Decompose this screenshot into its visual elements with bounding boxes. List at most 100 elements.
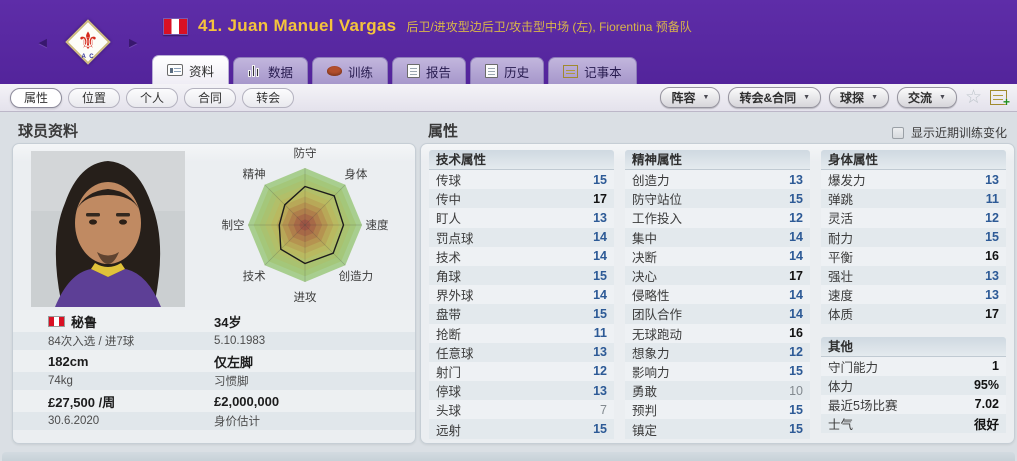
attribute-label: 平衡 <box>828 250 854 265</box>
attribute-label: 弹跳 <box>828 193 854 208</box>
subtab-pill[interactable]: 个人 <box>126 87 179 108</box>
tab-label: 报告 <box>426 65 452 80</box>
attribute-row: 影响力 15 <box>625 361 810 382</box>
attribute-label: 体质 <box>828 308 854 323</box>
attribute-value: 12 <box>593 364 607 379</box>
technical-attributes-column: 技术属性 传球 15 传中 17 盯人 13 罚点球 14 <box>429 150 614 439</box>
player-info-row: 84次入选 / 进7球 5.10.1983 <box>13 332 415 350</box>
attribute-value: 15 <box>789 402 803 417</box>
attribute-row: 镇定 15 <box>625 419 810 439</box>
chevron-down-icon: ▼ <box>939 94 946 101</box>
subtab-pill[interactable]: 合同 <box>184 87 237 108</box>
attribute-row: 罚点球 14 <box>429 227 614 247</box>
back-arrow-icon[interactable]: ◀ <box>38 36 47 49</box>
attribute-value: 13 <box>789 172 803 187</box>
attribute-label: 守门能力 <box>828 360 879 375</box>
action-button[interactable]: 转会&合同 ▼ <box>728 87 822 108</box>
info-right-value: 仅左脚 <box>214 354 254 370</box>
attribute-row: 头球 7 <box>429 400 614 420</box>
action-button[interactable]: 交流 ▼ <box>897 87 957 108</box>
subtab-label: 属性 <box>24 91 49 105</box>
attributes-panel: 技术属性 传球 15 传中 17 盯人 13 罚点球 14 <box>420 143 1015 444</box>
radar-axis-label: 制空 <box>221 220 245 232</box>
attribute-value: 1 <box>992 359 999 374</box>
info-left-value: 182cm <box>48 353 89 369</box>
action-button-label: 交流 <box>908 91 933 105</box>
subtab-pill[interactable]: 转会 <box>242 87 295 108</box>
attribute-label: 影响力 <box>632 365 670 380</box>
main-tab[interactable]: 数据 <box>233 57 309 84</box>
attribute-row: 传球 15 <box>429 170 614 190</box>
mental-attributes-column: 精神属性 创造力 13 防守站位 15 工作投入 12 集中 14 <box>625 150 810 439</box>
attribute-row: 想象力 12 <box>625 342 810 362</box>
info-left-value: 84次入选 / 进7球 <box>48 336 135 348</box>
attribute-value: 11 <box>593 326 607 341</box>
attribute-value: 14 <box>789 306 803 321</box>
radar-axis-label: 身体 <box>344 169 368 182</box>
attribute-row: 侵略性 14 <box>625 285 810 305</box>
main-tab[interactable]: 历史 <box>470 57 545 84</box>
attribute-value: 12 <box>789 210 803 225</box>
attribute-row: 耐力 15 <box>821 227 1006 247</box>
attribute-label: 任意球 <box>436 346 474 361</box>
attribute-value: 13 <box>593 345 607 360</box>
tab-label: 历史 <box>504 65 530 80</box>
attribute-value: 16 <box>789 326 803 341</box>
tab-icon <box>485 64 499 78</box>
forward-arrow-icon[interactable]: ▶ <box>129 36 138 49</box>
main-tab[interactable]: 训练 <box>312 57 389 84</box>
attribute-value: 14 <box>789 230 803 245</box>
attribute-row: 射门 12 <box>429 361 614 382</box>
attribute-value: 13 <box>593 210 607 225</box>
attribute-label: 射门 <box>436 365 462 380</box>
tab-icon <box>248 65 262 77</box>
add-note-icon[interactable] <box>990 90 1010 109</box>
attribute-row: 抢断 11 <box>429 323 614 343</box>
player-name: 41. Juan Manuel Vargas <box>198 16 397 35</box>
radar-svg <box>248 168 362 282</box>
attribute-row: 团队合作 14 <box>625 304 810 324</box>
action-button[interactable]: 球探 ▼ <box>829 87 889 108</box>
attribute-row: 勇敢 10 <box>625 381 810 401</box>
show-training-changes-checkbox[interactable]: 显示近期训练变化 <box>891 124 1007 141</box>
favourite-star-icon[interactable]: ☆ <box>964 87 982 108</box>
attribute-label: 罚点球 <box>436 231 474 246</box>
main-tab[interactable]: 记事本 <box>548 57 637 84</box>
player-info-row: 182cm 仅左脚 <box>13 350 415 372</box>
attribute-label: 远射 <box>436 423 462 438</box>
action-button[interactable]: 阵容 ▼ <box>660 87 721 108</box>
attribute-value: 13 <box>985 268 999 283</box>
tab-icon <box>327 66 343 76</box>
content-area: 球员资料 防守 身体 速度 创造力 进攻 技术 制空 精神 <box>0 112 1017 461</box>
main-tab[interactable]: 报告 <box>392 57 467 84</box>
action-button-label: 转会&合同 <box>739 91 797 105</box>
subtab-label: 合同 <box>198 91 223 105</box>
title-bar: ◀ ⚜ A C ▶ 41. Juan Manuel Vargas 后卫/进攻型边… <box>0 0 1017 84</box>
subtab-pill[interactable]: 属性 <box>10 87 63 108</box>
subtab-pill[interactable]: 位置 <box>68 87 121 108</box>
chevron-down-icon: ▼ <box>871 94 878 101</box>
attribute-value: 11 <box>985 191 999 206</box>
attribute-row: 盯人 13 <box>429 208 614 228</box>
checkbox-label: 显示近期训练变化 <box>910 126 1007 140</box>
attribute-label: 防守站位 <box>632 193 683 208</box>
attribute-label: 预判 <box>632 404 658 419</box>
attribute-label: 传中 <box>436 193 462 208</box>
attribute-value: 17 <box>789 268 803 283</box>
attribute-value: 10 <box>789 383 803 398</box>
main-tab[interactable]: 资料 <box>152 55 230 84</box>
other-attributes-block: 其他 守门能力 1 体力 95% 最近5场比赛 7.02 士气 <box>821 336 1006 434</box>
attribute-label: 侵略性 <box>632 289 670 304</box>
attribute-label: 体力 <box>828 379 854 394</box>
checkbox-icon[interactable] <box>891 126 904 139</box>
attribute-value: 15 <box>593 306 607 321</box>
attribute-radar-chart: 防守 身体 速度 创造力 进攻 技术 制空 精神 <box>197 146 413 306</box>
tab-label: 训练 <box>348 65 374 80</box>
player-photo <box>31 151 185 307</box>
attribute-label: 决断 <box>632 250 658 265</box>
attribute-row: 体质 17 <box>821 304 1006 324</box>
chevron-down-icon: ▼ <box>803 94 811 101</box>
attribute-value: 15 <box>593 268 607 283</box>
other-header: 其他 <box>821 336 1006 357</box>
attribute-row: 灵活 12 <box>821 208 1006 228</box>
